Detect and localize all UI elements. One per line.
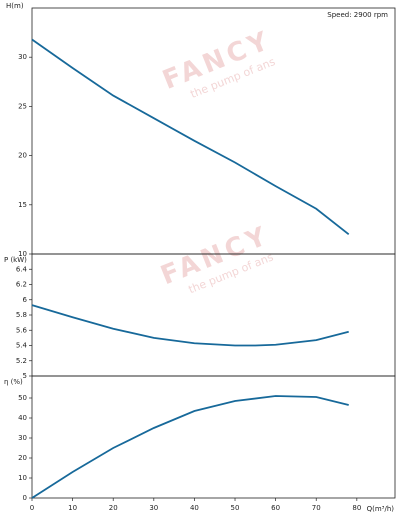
- y-tick-label: 10: [18, 474, 27, 482]
- y-tick-label: 30: [18, 53, 27, 61]
- x-tick-label: 0: [30, 504, 34, 512]
- y-axis-label: H(m): [6, 2, 24, 10]
- curve: [31, 304, 349, 347]
- curve: [31, 395, 349, 499]
- x-tick-label: 30: [149, 504, 158, 512]
- y-tick-label: 10: [18, 250, 27, 258]
- x-tick-label: 60: [271, 504, 280, 512]
- y-tick-label: 5.8: [16, 311, 27, 319]
- y-tick-label: 25: [18, 102, 27, 110]
- watermark: FANCY the pump of ans: [157, 221, 276, 297]
- y-tick-label: 5: [23, 372, 27, 380]
- x-tick-label: 80: [352, 504, 361, 512]
- y-tick-label: 6.4: [16, 265, 28, 273]
- y-tick-label: 0: [23, 494, 27, 502]
- watermark: FANCY the pump of ans: [159, 25, 278, 101]
- x-tick-label: 50: [231, 504, 240, 512]
- y-tick-label: 6: [23, 296, 28, 304]
- y-tick-label: 5.4: [16, 342, 28, 350]
- y-tick-label: 20: [18, 454, 27, 462]
- panel-frame: [31, 375, 396, 499]
- y-tick-label: 20: [18, 152, 27, 160]
- x-axis-label: Q(m³/h): [367, 505, 395, 513]
- y-tick-label: 5.6: [16, 326, 28, 334]
- curve: [31, 38, 350, 236]
- x-tick-label: 70: [312, 504, 321, 512]
- y-tick-label: 5.2: [16, 357, 27, 365]
- y-tick-label: 40: [18, 414, 27, 422]
- x-tick-label: 40: [190, 504, 199, 512]
- y-tick-label: 6.2: [16, 281, 27, 289]
- y-tick-label: 30: [18, 434, 27, 442]
- y-axis-label: P (kW): [4, 256, 27, 264]
- y-axis-label: η (%): [4, 378, 23, 386]
- y-tick-label: 15: [18, 201, 27, 209]
- x-tick-label: 10: [68, 504, 77, 512]
- annotation: Speed: 2900 rpm: [327, 11, 388, 19]
- y-tick-label: 50: [18, 394, 27, 402]
- x-tick-label: 20: [109, 504, 118, 512]
